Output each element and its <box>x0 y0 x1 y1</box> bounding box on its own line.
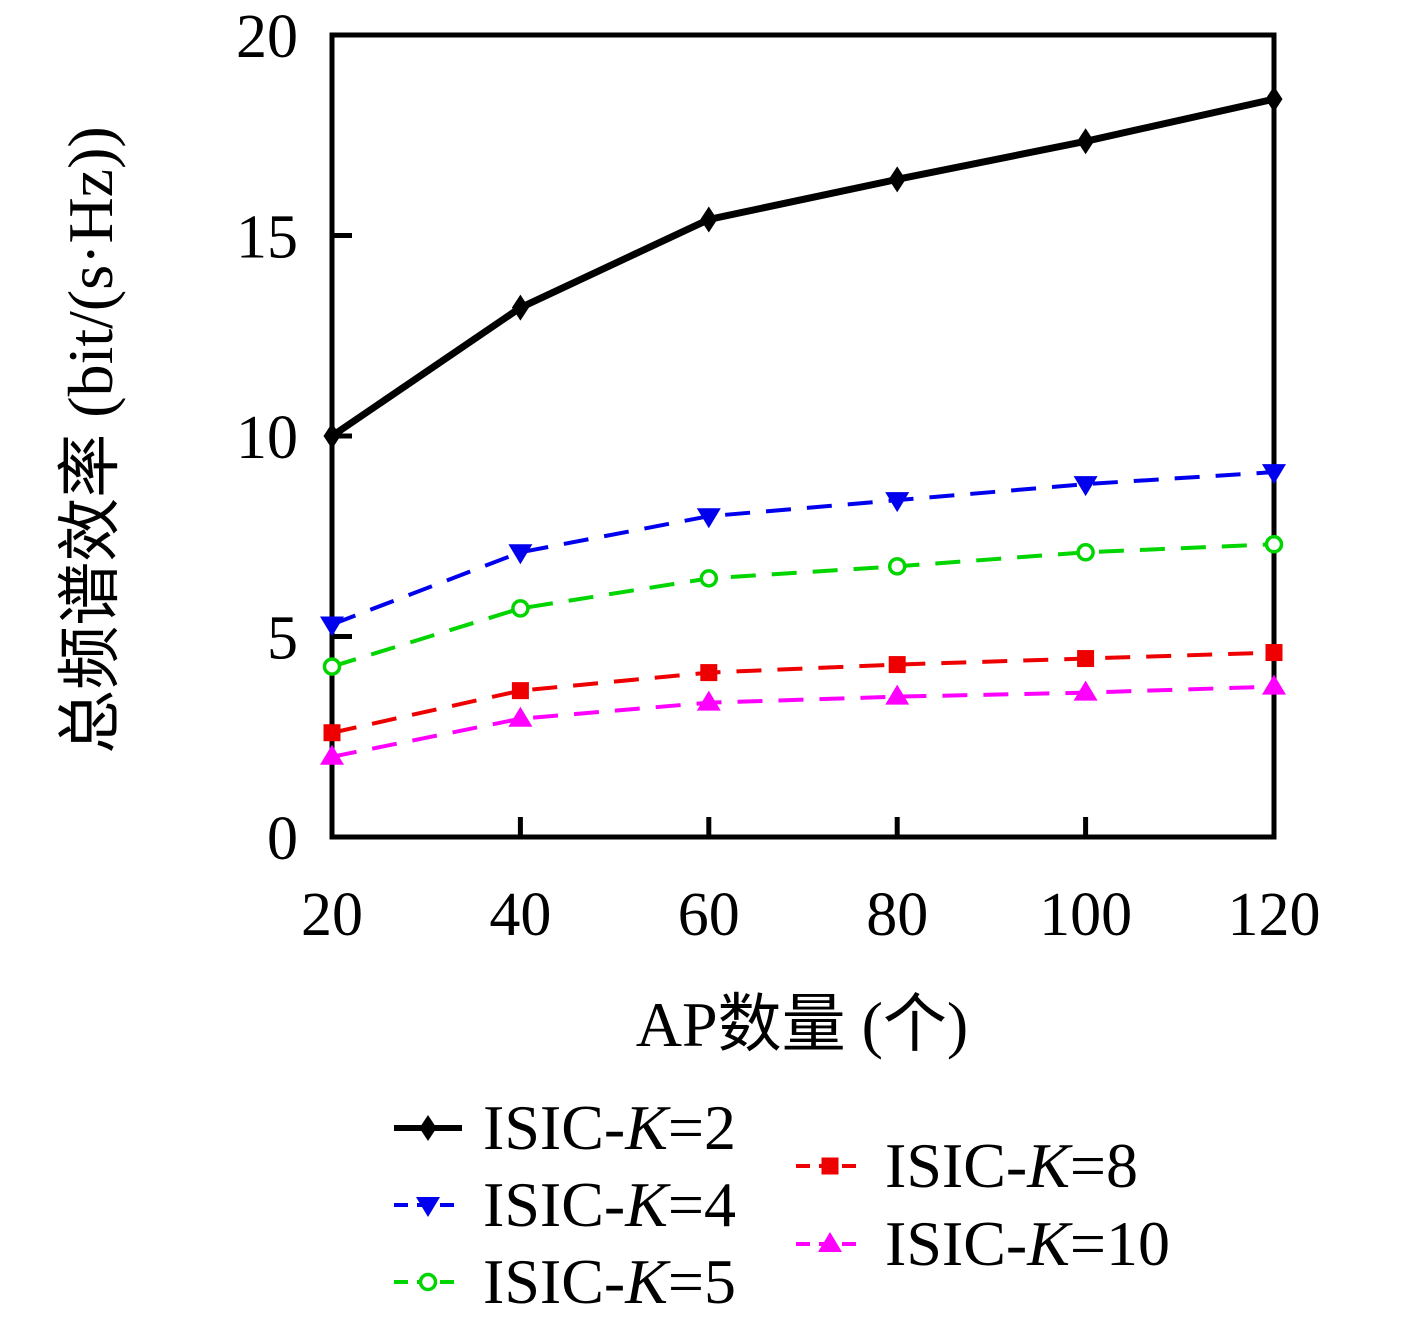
series-line-isic-k-10 <box>331 684 1275 759</box>
marker-isic-k-10-x80 <box>885 684 910 705</box>
legend-sample-isic-k-10 <box>796 1232 864 1252</box>
x-tick-label-120: 120 <box>1228 881 1321 949</box>
marker-isic-k-8-x20 <box>323 724 341 742</box>
marker-isic-k-2-x80 <box>888 166 906 193</box>
marker-isic-k-2-x120 <box>1265 86 1283 113</box>
x-tick-label-100: 100 <box>1039 881 1132 949</box>
legend-item-isic-k-4: ISIC-K=4 <box>393 1169 736 1240</box>
y-tick-label-20: 20 <box>236 3 298 71</box>
series-line-isic-k-5 <box>331 542 1275 669</box>
legend-sample-isic-k-4 <box>394 1197 462 1217</box>
marker-isic-k-10-x40 <box>508 706 533 727</box>
marker-isic-k-2-x60 <box>700 206 718 233</box>
legend-sample-marker-isic-k-2 <box>419 1115 437 1141</box>
marker-isic-k-4-x20 <box>320 616 344 637</box>
marker-isic-k-4-x60 <box>696 508 721 529</box>
plot-border <box>329 32 1277 840</box>
marker-isic-k-4-x40 <box>508 544 533 565</box>
series-line-isic-k-8 <box>331 650 1275 735</box>
legend-label-isic-k-4: ISIC-K=4 <box>483 1169 736 1240</box>
legend-sample-marker-isic-k-4 <box>416 1197 440 1217</box>
y-tick-label-0: 0 <box>267 805 298 873</box>
marker-isic-k-2-x100 <box>1077 128 1095 155</box>
x-axis-title: AP数量 (个) <box>636 989 968 1060</box>
legend-sample-isic-k-2 <box>394 1115 462 1141</box>
x-tick-label-80: 80 <box>866 881 928 949</box>
legend-label-isic-k-2: ISIC-K=2 <box>483 1092 736 1163</box>
marker-isic-k-5-x20 <box>322 657 342 676</box>
x-tick-label-60: 60 <box>678 881 740 949</box>
series-line-isic-k-4 <box>331 470 1275 627</box>
marker-isic-k-10-x60 <box>696 690 721 711</box>
legend-label-isic-k-10: ISIC-K=10 <box>885 1208 1170 1279</box>
marker-isic-k-8-x120 <box>1265 644 1283 662</box>
marker-isic-k-2-x20 <box>323 423 341 449</box>
x-tick-label-20: 20 <box>301 881 363 949</box>
marker-isic-k-4-x100 <box>1073 476 1098 497</box>
legend-label-isic-k-5: ISIC-K=5 <box>483 1246 736 1317</box>
marker-isic-k-5-x100 <box>1076 543 1095 562</box>
legend-sample-marker-isic-k-5 <box>418 1272 438 1292</box>
legend-sample-isic-k-8 <box>796 1157 864 1175</box>
legend-item-isic-k-2: ISIC-K=2 <box>393 1092 736 1163</box>
marker-isic-k-2-x40 <box>511 294 529 321</box>
y-tick-label-10: 10 <box>236 404 298 472</box>
legend-item-isic-k-5: ISIC-K=5 <box>393 1246 736 1317</box>
marker-isic-k-8-x40 <box>511 682 529 700</box>
legend-item-isic-k-10: ISIC-K=10 <box>795 1208 1170 1279</box>
marker-isic-k-8-x60 <box>700 664 718 682</box>
y-tick-label-5: 5 <box>267 605 298 673</box>
series-line-isic-k-2 <box>330 95 1275 439</box>
axes-group: 20 40 60 80 100 120 0 5 10 15 20 <box>236 3 1321 949</box>
marker-isic-k-5-x120 <box>1264 535 1284 554</box>
marker-isic-k-4-x80 <box>885 492 910 513</box>
y-tick-label-15: 15 <box>236 204 298 272</box>
marker-isic-k-10-x100 <box>1073 680 1098 701</box>
marker-isic-k-5-x80 <box>887 557 907 576</box>
x-tick-label-40: 40 <box>489 881 551 949</box>
legend-item-isic-k-8: ISIC-K=8 <box>795 1130 1138 1201</box>
legend-sample-marker-isic-k-8 <box>821 1157 839 1175</box>
marker-isic-k-10-x20 <box>320 744 344 765</box>
y-axis-title: 总频谱效率 (bit/(s·Hz)) <box>55 126 126 753</box>
marker-isic-k-5-x40 <box>511 599 530 618</box>
legend-label-isic-k-8: ISIC-K=8 <box>885 1130 1138 1201</box>
series-group <box>320 86 1286 765</box>
legend-sample-isic-k-5 <box>394 1272 462 1292</box>
marker-isic-k-4-x120 <box>1262 464 1286 485</box>
marker-isic-k-5-x60 <box>699 569 719 588</box>
legend-sample-marker-isic-k-10 <box>818 1232 842 1252</box>
marker-isic-k-8-x100 <box>1077 650 1095 668</box>
marker-isic-k-8-x80 <box>888 656 906 674</box>
marker-isic-k-10-x120 <box>1262 674 1286 695</box>
